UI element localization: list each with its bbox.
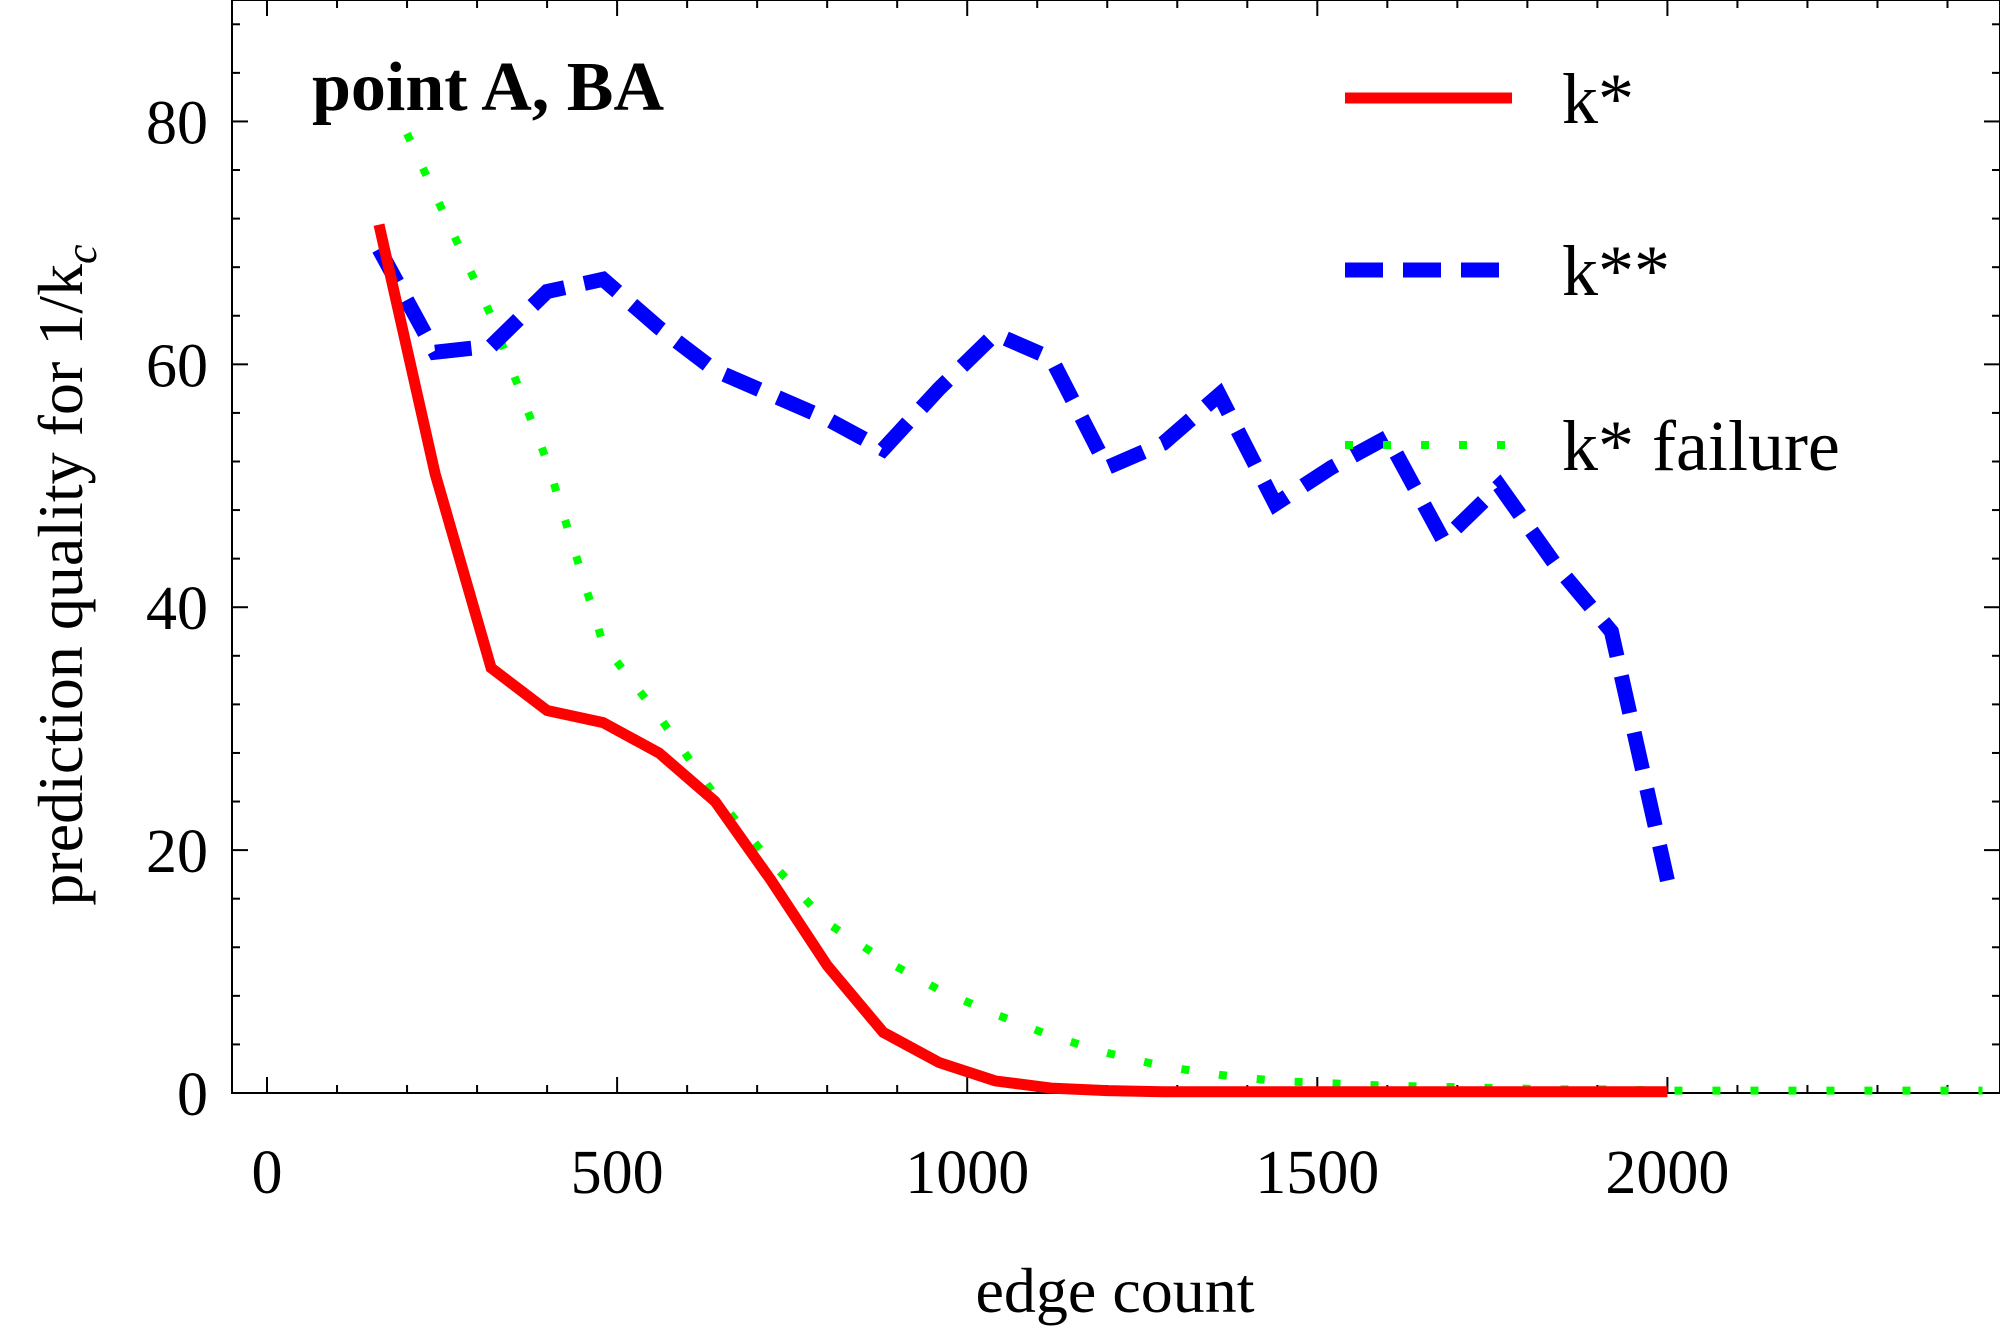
legend-label-kstarstar: k** <box>1562 231 1670 311</box>
series-line-kstar-failure <box>403 131 1983 1095</box>
series-line-kstarstar <box>372 245 1675 883</box>
y-tick-label: 0 <box>177 1061 208 1129</box>
series-layer <box>372 131 1983 1098</box>
legend-label-kstar-failure: k* failure <box>1562 406 1840 486</box>
x-tick-label: 2000 <box>1605 1139 1729 1207</box>
plot-title: point A, BA <box>312 49 664 126</box>
y-tick-label: 80 <box>146 89 208 157</box>
axis-ticks <box>232 0 2000 1094</box>
plot-frame <box>231 0 2000 1094</box>
y-axis-title-main: prediction quality for 1/k <box>25 264 96 906</box>
y-axis-title: prediction quality for 1/kc <box>25 244 106 906</box>
x-tick-label: 1000 <box>905 1139 1029 1207</box>
series-line-kstar <box>373 223 1668 1098</box>
legend-label-kstar: k* <box>1562 59 1634 139</box>
y-tick-label: 40 <box>146 575 208 643</box>
y-tick-label: 20 <box>146 818 208 886</box>
x-axis-title: edge count <box>976 1255 1255 1326</box>
axis-tick-labels: 0 500 1000 1500 2000 0 20 40 60 80 <box>146 89 1729 1207</box>
y-tick-label: 60 <box>146 332 208 400</box>
legend: k* k** k* failure <box>1345 59 1840 486</box>
x-tick-label: 500 <box>571 1139 664 1207</box>
y-axis-title-subscript: c <box>57 244 106 264</box>
x-tick-label: 1500 <box>1255 1139 1379 1207</box>
x-tick-label: 0 <box>252 1139 283 1207</box>
